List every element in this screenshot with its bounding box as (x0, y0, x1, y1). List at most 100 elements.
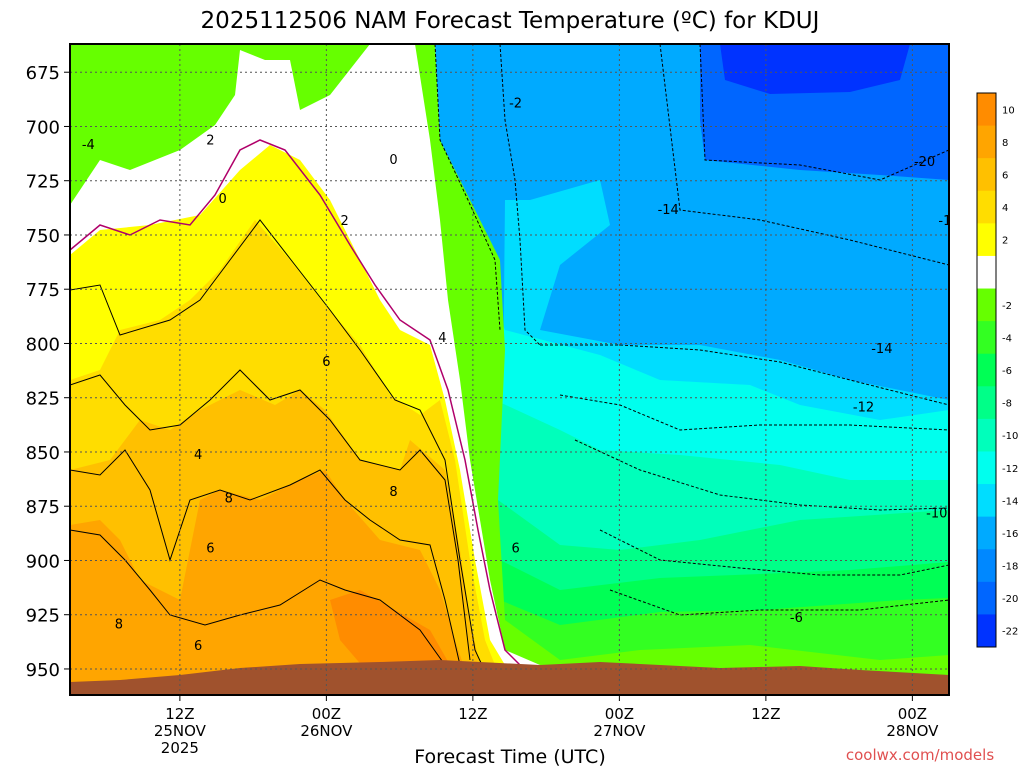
contour-labels: -4 2 0 2 0 -2 4 6 4 8 8 6 6 8 6 -14 -20 -18 -14 -12 -10 -8 -6 (82, 97, 974, 655)
colorbar-swatch (977, 190, 996, 224)
colorbar-swatch (977, 581, 996, 615)
colorbar-label: -6 (1002, 366, 1012, 377)
colorbar-label: -12 (1002, 464, 1018, 475)
colorbar-swatch (977, 516, 996, 550)
contour-label: 6 (194, 639, 202, 654)
y-tick-label: 875 (26, 497, 60, 518)
contour-label: 2 (206, 133, 214, 148)
x-tick-date: 25NOV (154, 722, 207, 740)
colorbar-swatch (977, 125, 996, 159)
plot-area: -4 2 0 2 0 -2 4 6 4 8 8 6 6 8 6 -14 -20 -18 -14 -12 -10 -8 -6 (70, 44, 974, 695)
contour-label: 6 (322, 355, 330, 370)
grid-lines (70, 44, 949, 695)
region-plus10 (330, 590, 450, 675)
contour-label: 4 (194, 448, 202, 463)
colorbar-swatch (977, 93, 996, 127)
contour-label: -18 (938, 214, 959, 229)
colorbar-label: 4 (1002, 203, 1008, 214)
colorbar-label: 10 (1002, 105, 1015, 116)
colorbar-swatch (977, 158, 996, 192)
colorbar-swatch (977, 255, 996, 290)
contour-label: 8 (225, 492, 233, 507)
contour-label: -14 (871, 342, 892, 357)
colorbar-label: -4 (1002, 333, 1012, 344)
y-tick-label: 900 (26, 551, 60, 572)
y-tick-label: 800 (26, 334, 60, 355)
contour-label: 8 (115, 617, 123, 632)
credit-text: coolwx.com/models (846, 746, 994, 764)
contour-minus14-line (540, 344, 949, 406)
x-axis-label: Forecast Time (UTC) (414, 746, 605, 768)
colorbar-label: -16 (1002, 529, 1018, 540)
ground-surface (70, 660, 949, 695)
y-tick-label: 750 (26, 226, 60, 247)
x-tick-label: 00Z (898, 705, 927, 723)
y-tick-label: 925 (26, 606, 60, 627)
contour-label: -4 (82, 138, 95, 153)
y-tick-label: 825 (26, 389, 60, 410)
contour-plus4-line (70, 369, 471, 661)
colorbar-label: -2 (1002, 301, 1012, 312)
x-tick-label: 12Z (165, 705, 194, 723)
contour-minus10-line (574, 439, 949, 511)
colorbar-legend: 10 8 6 4 2 -2 -4 -6 -8 -10 -12 -14 -16 -18 -20 -22 (976, 92, 1018, 648)
colorbar-label: -14 (1002, 496, 1018, 507)
colorbar-label: -18 (1002, 562, 1018, 573)
colorbar-swatch (977, 484, 996, 518)
colorbar-swatch (977, 451, 996, 485)
contour-label: 0 (389, 153, 397, 168)
x-tick-label: 00Z (312, 705, 341, 723)
chart-title: 2025112506 NAM Forecast Temperature (ºC)… (201, 8, 820, 34)
colorbar-swatch (977, 288, 996, 322)
y-tick-label: 775 (26, 280, 60, 301)
colorbar-label: -10 (1002, 431, 1018, 442)
contour-minus2-line (434, 44, 501, 331)
plot-frame (69, 43, 950, 696)
contour-plus6-line (70, 449, 461, 666)
y-tick-label: 725 (26, 172, 60, 193)
contour-label: -6 (790, 611, 803, 626)
contour-minus18-line (659, 44, 949, 266)
contour-minus4-line (499, 44, 541, 346)
x-tick-label: 12Z (458, 705, 487, 723)
colorbar-swatch (977, 614, 996, 648)
colorbar-swatch (977, 386, 996, 420)
colorbar-swatch (977, 549, 996, 583)
contour-minus20-line (699, 44, 949, 181)
x-tick-label: 12Z (751, 705, 780, 723)
contour-label: 6 (511, 541, 519, 556)
contour-label: -14 (658, 203, 679, 218)
y-tick-label: 950 (26, 660, 60, 681)
colorbar-label: -8 (1002, 399, 1012, 410)
x-tick-label: 00Z (605, 705, 634, 723)
colorbar-swatch (977, 321, 996, 355)
colorbar-swatch (977, 418, 996, 452)
colorbar-frame (976, 92, 997, 648)
contour-label: 8 (389, 485, 397, 500)
colorbar-swatch (977, 353, 996, 387)
contour-label: 6 (206, 541, 214, 556)
contour-label: -20 (914, 155, 935, 170)
contour-zero-line (70, 139, 521, 666)
y-tick-label: 850 (26, 443, 60, 464)
contour-plus2-line (70, 219, 483, 666)
contour-minus12-line (559, 394, 949, 431)
x-tick-date: 27NOV (593, 722, 646, 740)
colorbar-label: -22 (1002, 627, 1018, 638)
contour-label: 2 (341, 214, 349, 229)
colorbar-label: -20 (1002, 594, 1018, 605)
contour-label: -8 (961, 559, 974, 574)
colorbar-swatch (977, 223, 996, 257)
x-tick-year: 2025 (161, 739, 199, 757)
x-tick-date: 28NOV (886, 722, 939, 740)
y-axis: 675 700 725 750 775 800 825 850 875 900 925 950 (26, 63, 70, 681)
y-tick-label: 675 (26, 63, 60, 84)
contour-label: -12 (853, 400, 874, 415)
y-tick-label: 700 (26, 117, 60, 138)
colorbar-label: 2 (1002, 236, 1008, 247)
colorbar-label: 6 (1002, 170, 1008, 181)
contour-minus8-line (599, 529, 949, 576)
